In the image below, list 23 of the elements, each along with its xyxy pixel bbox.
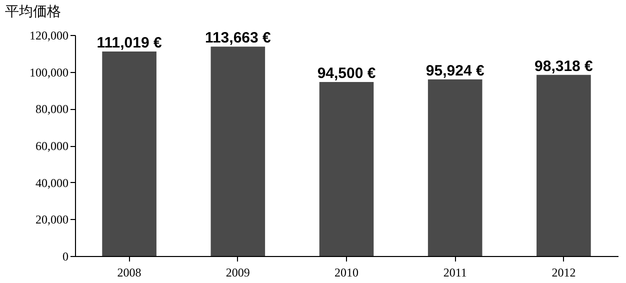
y-tick-label: 40,000: [36, 176, 68, 190]
y-tick-label: 20,000: [36, 212, 68, 227]
y-tick-label: 60,000: [36, 139, 68, 153]
data-label: 94,500 €: [317, 64, 376, 82]
data-label: 111,019 €: [96, 34, 162, 52]
chart-title: 平均価格: [5, 4, 61, 20]
y-tick-label: 120,000: [30, 28, 68, 42]
x-tick-label: 2011: [443, 266, 467, 280]
x-tick-label: 2012: [552, 266, 576, 280]
y-tick-label: 100,000: [30, 65, 68, 80]
x-tick-label: 2008: [117, 266, 142, 280]
x-tick-label: 2010: [334, 266, 358, 280]
bar: [102, 52, 156, 256]
y-tick-label: 80,000: [36, 102, 68, 116]
data-label: 95,924 €: [426, 62, 485, 80]
bar: [536, 74, 591, 256]
bar: [428, 79, 482, 256]
bar: [210, 46, 266, 256]
data-label: 98,318 €: [534, 58, 594, 75]
y-tick-label: 0: [62, 250, 68, 264]
bar: [319, 82, 374, 256]
x-tick-label: 2009: [226, 266, 250, 280]
data-label: 113,663 €: [204, 30, 272, 47]
